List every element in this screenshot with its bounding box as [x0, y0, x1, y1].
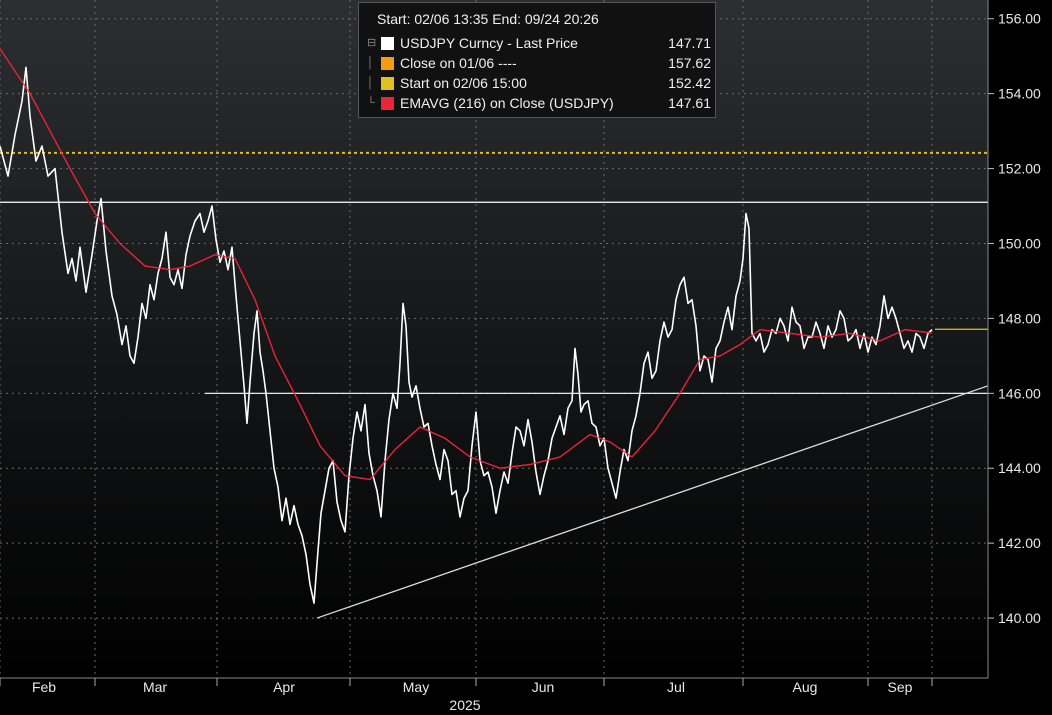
x-tick-label: Jun — [532, 679, 555, 695]
tree-end-icon: └ — [367, 97, 375, 109]
tree-expander-icon[interactable]: ⊟ — [367, 37, 377, 49]
series-line-last-price — [0, 66, 933, 604]
legend-item-emavg[interactable]: └ EMAVG (216) on Close (USDJPY) 147.61 — [367, 93, 711, 113]
year-label: 2025 — [449, 697, 480, 713]
y-tick-label: 144.00 — [998, 460, 1041, 476]
legend-item-start[interactable]: │ Start on 02/06 15:00 152.42 — [367, 73, 711, 93]
y-tick-label: 148.00 — [998, 310, 1041, 326]
legend-value: 147.61 — [668, 95, 711, 111]
y-tick-label: 146.00 — [998, 385, 1041, 401]
y-axis: 156.00 154.00 152.00 150.00 148.00 146.00 144.… — [988, 11, 1041, 626]
y-tick-label: 140.00 — [998, 610, 1041, 626]
y-tick-label: 156.00 — [998, 11, 1041, 27]
legend-label: EMAVG (216) on Close (USDJPY) — [400, 95, 614, 111]
legend-swatch — [381, 57, 394, 70]
legend-label: USDJPY Curncy - Last Price — [400, 35, 578, 51]
y-tick-label: 152.00 — [998, 161, 1041, 177]
series-layer — [0, 48, 933, 604]
legend-swatch — [381, 37, 394, 50]
legend-value: 147.71 — [668, 35, 711, 51]
x-axis: Feb Mar Apr May Jun Jul Aug Sep — [0, 678, 933, 695]
legend-item-last-price[interactable]: ⊟ USDJPY Curncy - Last Price 147.71 — [367, 33, 711, 53]
legend-label: Start on 02/06 15:00 — [400, 75, 527, 91]
legend-swatch — [381, 77, 394, 90]
x-tick-label: Aug — [793, 679, 818, 695]
legend: Start: 02/06 13:35 End: 09/24 20:26 ⊟ US… — [358, 2, 716, 118]
x-tick-label: Jul — [667, 679, 685, 695]
legend-label: Close on 01/06 ---- — [400, 55, 517, 71]
x-tick-label: Apr — [273, 679, 295, 695]
y-tick-label: 142.00 — [998, 535, 1041, 551]
tree-branch-icon: │ — [367, 57, 374, 69]
series-line-emavg-overlay — [0, 48, 933, 481]
legend-swatch — [381, 97, 394, 110]
y-tick-label: 150.00 — [998, 235, 1041, 251]
legend-value: 157.62 — [668, 55, 711, 71]
x-tick-label: Sep — [888, 679, 913, 695]
y-tick-label: 154.00 — [998, 86, 1041, 102]
x-tick-label: May — [403, 679, 429, 695]
legend-item-close[interactable]: │ Close on 01/06 ---- 157.62 — [367, 53, 711, 73]
tree-branch-icon: │ — [367, 77, 374, 89]
x-tick-label: Feb — [32, 679, 56, 695]
legend-header: Start: 02/06 13:35 End: 09/24 20:26 — [377, 11, 599, 27]
reference-lines — [0, 151, 989, 619]
x-tick-label: Mar — [143, 679, 167, 695]
trendline — [316, 385, 989, 619]
legend-value: 152.42 — [668, 75, 711, 91]
